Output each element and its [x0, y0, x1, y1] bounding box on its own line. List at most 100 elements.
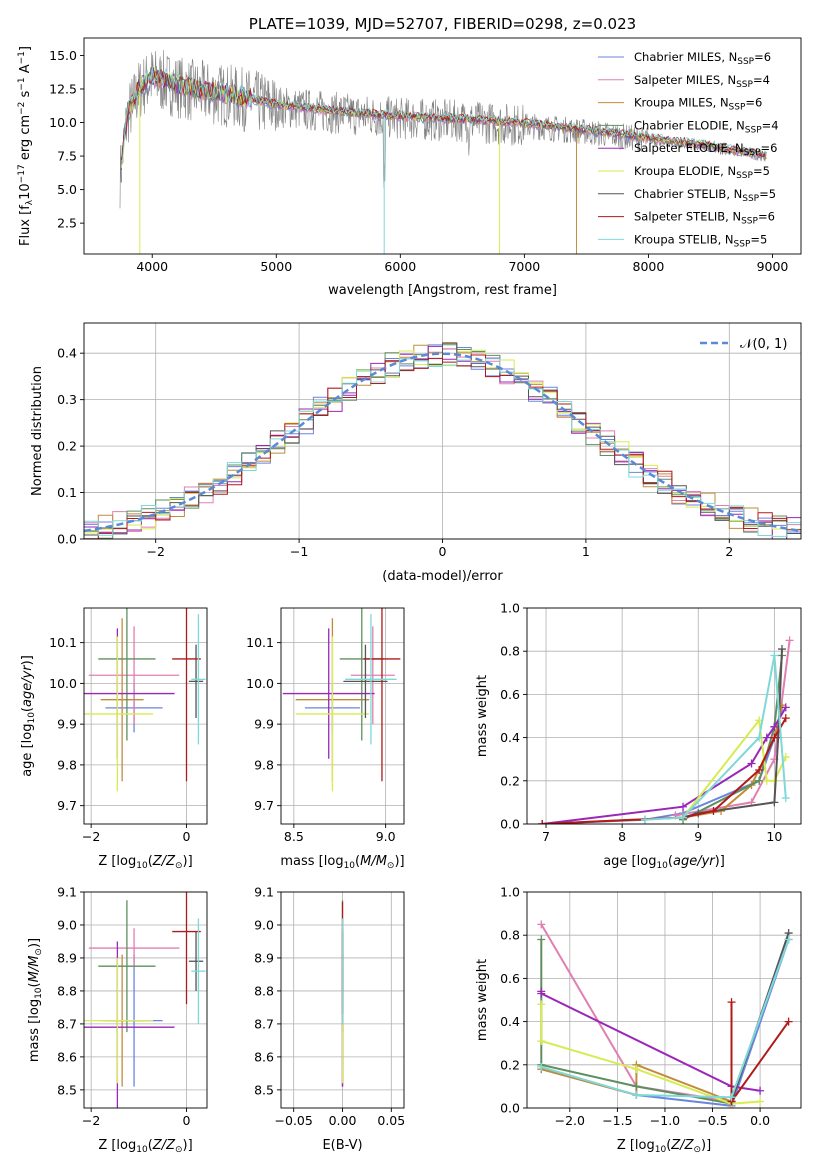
y-tick-label: 9.7	[254, 798, 274, 813]
legend-label: Chabrier ELODIE, NSSP=4	[634, 118, 779, 135]
error-bar-point	[295, 636, 370, 792]
mass-weight-marker	[770, 651, 779, 660]
mass-weight-marker	[537, 920, 546, 929]
x-tick-label: −0.5	[697, 1113, 727, 1128]
y-tick-label: 10.1	[49, 635, 77, 650]
age_vs_mass-axes: 8.5 9.0 9.7 9.8 9.9 10.0 10.1 mass [log10(M/M⊙)…	[246, 607, 405, 871]
error-bar-point	[343, 644, 388, 719]
x-tick-label: 7	[542, 829, 550, 844]
y-tick-label: 0.2	[57, 439, 77, 454]
error-bar-point	[88, 928, 180, 968]
y-tick-label: 0.8	[500, 644, 520, 659]
y-tick-label: 0.4	[57, 346, 77, 361]
age_vs_Z-axes: −2 0 9.7 9.8 9.9 10.0 10.1 Z [log10(Z/Z⊙)] age […	[20, 607, 208, 871]
y-tick-label: 9.1	[57, 885, 77, 900]
mass-weight-marker	[755, 766, 764, 774]
x-tick-label: 9000	[757, 259, 789, 274]
x-tick-label: −0.05	[275, 1113, 313, 1128]
mass-weight-marker	[679, 813, 688, 822]
error-bar-point	[188, 931, 204, 991]
x-tick-label: −2	[82, 1113, 100, 1128]
x-tick-label: 8	[618, 829, 626, 844]
y-axis-label: age [log10(age/yr)]	[20, 655, 37, 777]
mass-weight-marker	[537, 1000, 546, 1009]
error-bar-point	[350, 626, 395, 725]
x-tick-label: 8.5	[284, 829, 304, 844]
y-tick-label: 8.9	[57, 950, 77, 965]
error-bar-point	[84, 636, 154, 792]
y-tick-label: 0.3	[57, 392, 77, 407]
legend-label: Salpeter MILES, NSSP=4	[634, 73, 770, 90]
mass-weight-marker	[770, 798, 779, 807]
y-tick-label: 10.0	[49, 115, 77, 130]
x-tick-label: 7000	[508, 259, 540, 274]
y-tick-label: 9.8	[57, 757, 77, 772]
x-tick-label: 2	[725, 544, 733, 559]
y-tick-label: 12.5	[49, 81, 77, 96]
x-tick-label: 9	[694, 829, 702, 844]
x-tick-label: 9.0	[376, 829, 396, 844]
chart-title: PLATE=1039, MJD=52707, FIBERID=0298, z=0…	[249, 15, 636, 33]
x-axis-label: E(B-V)	[322, 1138, 362, 1153]
error-bar-point	[100, 618, 144, 782]
error-bar-point	[345, 614, 397, 745]
error-bar-point	[282, 628, 375, 759]
error-bar-point	[191, 918, 206, 1024]
x-tick-label: 6000	[384, 259, 416, 274]
y-tick-label: 0.0	[500, 817, 520, 832]
mass-weight-marker	[632, 1065, 641, 1074]
mass-weight-marker	[770, 722, 779, 731]
y-tick-label: 8.6	[254, 1049, 274, 1064]
y-tick-label: 0.4	[500, 1014, 520, 1029]
mass-weight-marker	[770, 733, 779, 742]
y-axis-label: Flux [fλ10−17 erg cm−2 s−1 A−1]	[17, 46, 35, 246]
y-tick-label: 7.5	[57, 149, 77, 164]
weight_vs_age-frame	[526, 607, 802, 825]
mass-weight-marker	[756, 1086, 765, 1095]
y-tick-label: 15.0	[49, 48, 77, 63]
y-tick-label: 10.0	[49, 676, 77, 691]
mass-weight-line	[541, 1063, 732, 1103]
y-tick-label: 0.1	[57, 485, 77, 500]
spectrum-plot-area	[119, 49, 767, 254]
error-bar-point	[363, 608, 401, 782]
y-tick-label: 0.4	[500, 730, 520, 745]
weight_vs_Z-plot-area	[537, 920, 793, 1108]
y-tick-label: 8.6	[57, 1049, 77, 1064]
x-tick-label: −1	[290, 544, 308, 559]
model-spectrum-line	[120, 66, 767, 167]
error-bar-point	[84, 957, 154, 1084]
x-tick-label: −2.0	[555, 1113, 585, 1128]
mass_vs_Z-plot-area	[84, 892, 206, 1108]
legend-label: Chabrier STELIB, NSSP=5	[634, 187, 776, 204]
error-bar-point	[172, 608, 201, 782]
x-tick-label: 8000	[633, 259, 665, 274]
residuals-plot-area	[84, 342, 801, 539]
spectrum-axes: 4000 5000 6000 7000 8000 9000 2.5 5.0 7.5 10.0 12.…	[17, 15, 802, 298]
x-tick-label: 0	[183, 829, 191, 844]
x-axis-label: Z [log10(Z/Z⊙)]	[617, 1138, 711, 1155]
x-axis-label: wavelength [Angstrom, rest frame]	[328, 283, 557, 298]
x-tick-label: 0	[439, 544, 447, 559]
mass-weight-marker	[640, 815, 649, 824]
legend: Chabrier MILES, NSSP=6 Salpeter MILES, NS…	[598, 50, 779, 249]
x-tick-label: −2	[146, 544, 164, 559]
y-tick-label: 0.2	[500, 1057, 520, 1072]
mass-weight-marker	[784, 935, 793, 944]
legend-label: 𝒩(0, 1)	[740, 337, 787, 352]
mass-weight-marker	[727, 1093, 736, 1102]
y-tick-label: 8.8	[57, 983, 77, 998]
residuals-axes: −2 −1 0 1 2 0.0 0.1 0.2 0.3 0.4 (data-model)/error…	[30, 322, 802, 584]
mass-weight-marker	[537, 1062, 546, 1071]
mass-weight-marker	[679, 802, 688, 811]
y-tick-label: 9.0	[57, 917, 77, 932]
error-bar-point	[98, 608, 156, 741]
x-axis-label: (data-model)/error	[382, 569, 503, 584]
error-bar-point	[88, 626, 180, 725]
x-tick-label: 0.05	[377, 1113, 405, 1128]
mass-weight-marker	[762, 733, 771, 742]
x-tick-label: −2	[82, 829, 100, 844]
legend-label: Kroupa STELIB, NSSP=5	[634, 232, 767, 249]
mass-weight-marker	[727, 998, 736, 1007]
mass-weight-marker	[785, 636, 794, 645]
